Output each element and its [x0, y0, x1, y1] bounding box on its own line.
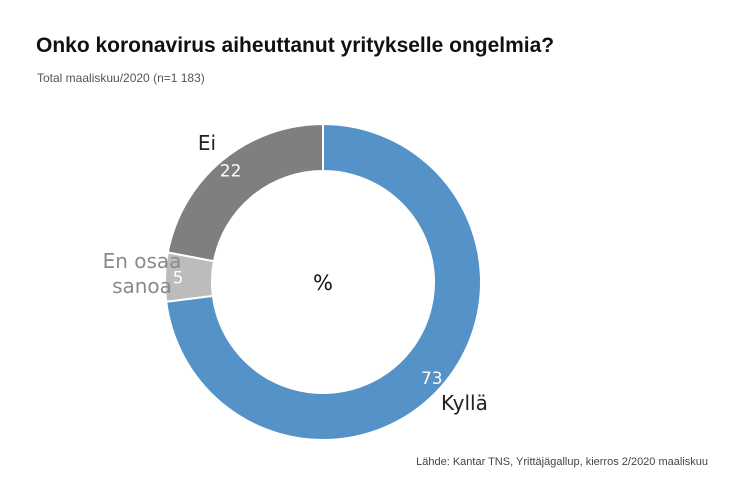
slice-ei: [166, 122, 324, 263]
category-label: Kyllä: [441, 391, 488, 415]
value-label: 5: [173, 268, 184, 288]
category-label: sanoa: [112, 274, 172, 298]
value-label: 22: [220, 161, 242, 181]
source-note: Lähde: Kantar TNS, Yrittäjägallup, kierr…: [416, 456, 708, 468]
chart-title: Onko koronavirus aiheuttanut yritykselle…: [36, 34, 555, 57]
slice-kyll-: [165, 122, 482, 441]
category-label: Ei: [198, 131, 216, 155]
center-label: %: [313, 271, 333, 295]
value-label: 73: [421, 369, 443, 389]
chart-subtitle: Total maaliskuu/2020 (n=1 183): [37, 71, 205, 85]
